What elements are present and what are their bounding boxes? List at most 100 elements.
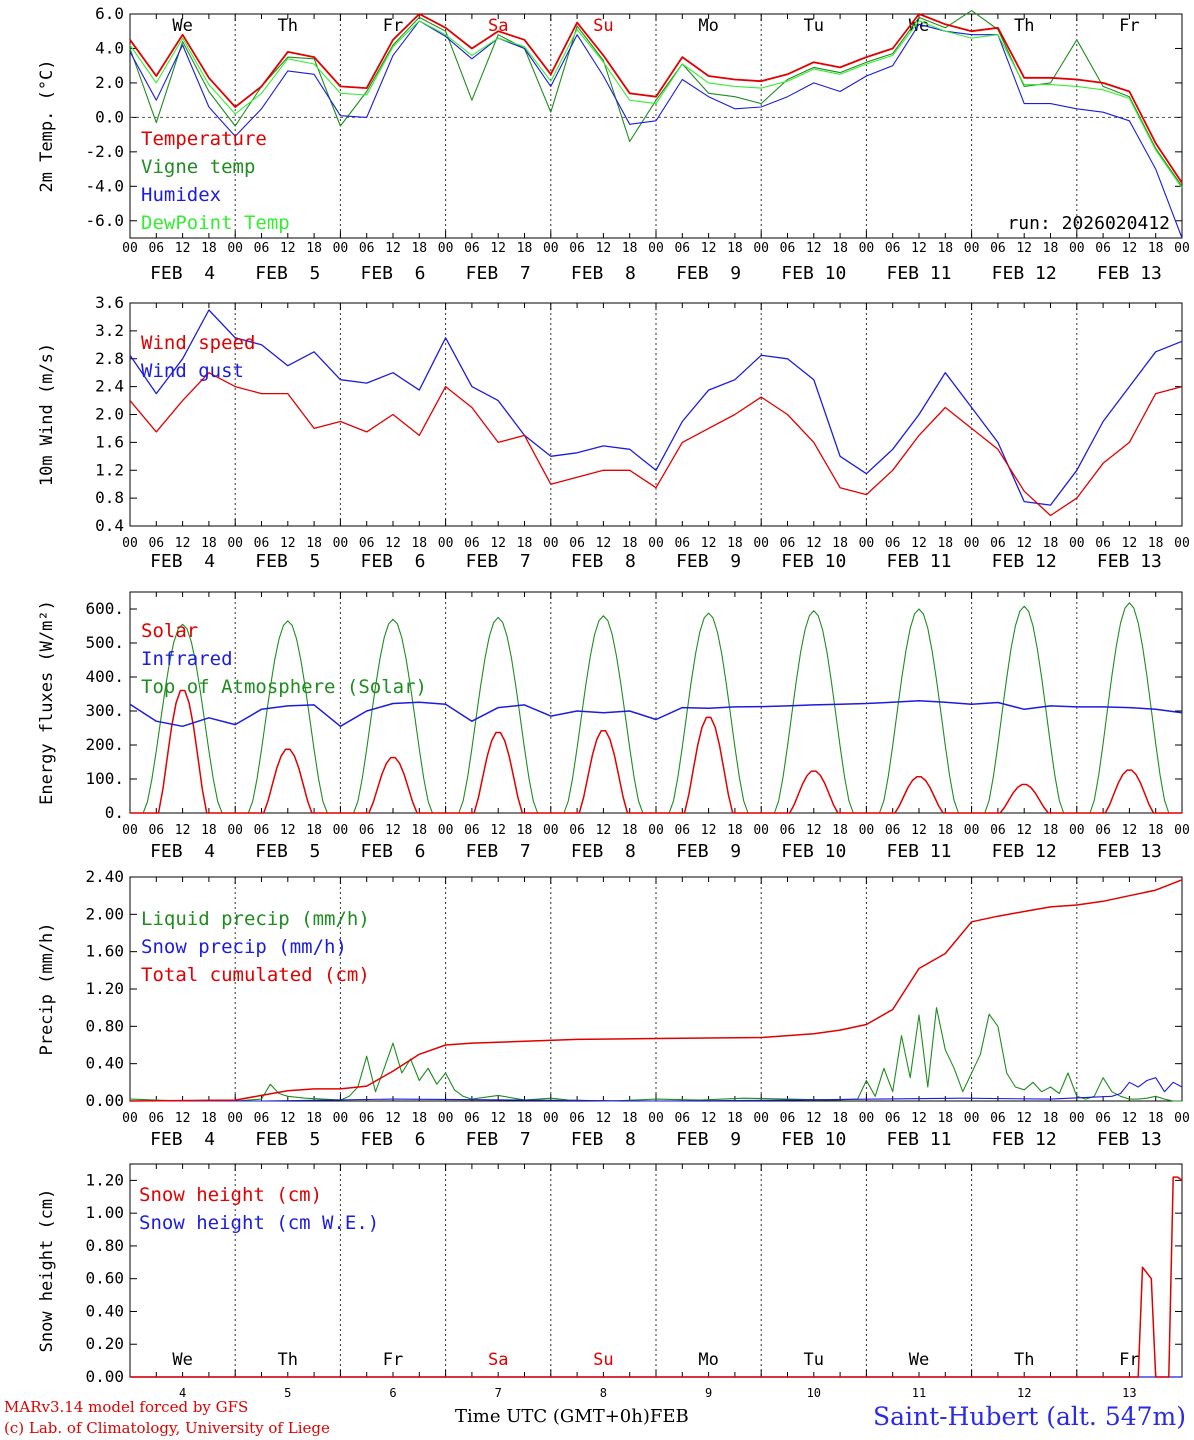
hour-tick-label: 06 (674, 1111, 690, 1126)
hour-tick-label: 00 (543, 1111, 559, 1126)
hour-tick-label: 06 (674, 241, 690, 256)
y-tick-label: 2.4 (95, 377, 124, 396)
date-label: FEB 7 (466, 551, 531, 572)
hour-tick-label: 06 (780, 823, 796, 838)
hour-tick-label: 00 (438, 536, 454, 551)
hour-tick-label: 00 (1174, 1111, 1190, 1126)
y-tick-label: 0.20 (85, 1334, 124, 1353)
date-label: FEB 13 (1097, 841, 1162, 862)
y-tick-label: 0.8 (95, 488, 124, 507)
legend-temperature: Temperature (141, 128, 267, 150)
hour-tick-label: 12 (490, 536, 506, 551)
y-tick-label: 1.6 (95, 432, 124, 451)
y-axis-label: 10m Wind (m/s) (37, 343, 57, 486)
hour-tick-label: 12 (911, 241, 927, 256)
hour-tick-label: 12 (280, 823, 296, 838)
hour-tick-label: 06 (569, 1111, 585, 1126)
y-tick-label: 3.2 (95, 321, 124, 340)
hour-tick-label: 12 (385, 536, 401, 551)
hour-tick-label: 12 (806, 823, 822, 838)
hour-tick-label: 06 (885, 823, 901, 838)
hour-tick-label: 00 (333, 1111, 349, 1126)
y-tick-label: 0.40 (85, 1301, 124, 1320)
y-tick-label: 1.60 (85, 942, 124, 961)
y-tick-label: 1.20 (85, 1170, 124, 1189)
date-label: FEB 10 (781, 263, 846, 284)
legend-wind-speed: Wind speed (141, 332, 255, 354)
day-number-label: 9 (705, 1386, 712, 1400)
hour-tick-label: 00 (122, 241, 138, 256)
hour-tick-label: 06 (148, 536, 164, 551)
hour-tick-label: 00 (964, 536, 980, 551)
date-label: FEB 11 (886, 1129, 951, 1150)
date-label: FEB 8 (571, 551, 636, 572)
y-tick-label: 100. (85, 769, 124, 788)
day-number-label: 6 (389, 1386, 396, 1400)
hour-tick-label: 12 (596, 823, 612, 838)
legend-humidex: Humidex (141, 184, 221, 206)
day-name-bottom: Fr (383, 1350, 403, 1370)
hour-tick-label: 06 (148, 1111, 164, 1126)
hour-tick-label: 12 (701, 823, 717, 838)
date-label: FEB 6 (360, 263, 425, 284)
y-tick-label: 1.20 (85, 979, 124, 998)
hour-tick-label: 12 (701, 1111, 717, 1126)
date-label: FEB 12 (992, 841, 1057, 862)
snow-height-series (130, 1176, 1183, 1378)
date-label: FEB 5 (255, 841, 320, 862)
y-tick-label: 300. (85, 701, 124, 720)
day-number-label: 7 (495, 1386, 502, 1400)
y-axis-label: Snow height (cm) (37, 1189, 57, 1353)
date-label: FEB 5 (255, 1129, 320, 1150)
hour-tick-label: 18 (201, 241, 217, 256)
date-label: FEB 9 (676, 841, 741, 862)
legend-dewpoint-temp: DewPoint Temp (141, 212, 290, 234)
legend-precip-0: Liquid precip (mm/h) (141, 908, 370, 930)
hour-tick-label: 12 (385, 241, 401, 256)
legend-top-of-atmosphere-solar: Top of Atmosphere (Solar) (141, 676, 427, 698)
date-label: FEB 9 (676, 263, 741, 284)
y-tick-label: 0.40 (85, 1054, 124, 1073)
hour-tick-label: 06 (464, 1111, 480, 1126)
day-name-bottom: Tu (804, 1350, 824, 1370)
date-label: FEB 13 (1097, 263, 1162, 284)
y-tick-label: 0. (105, 803, 124, 822)
day-name-top: Fr (383, 16, 403, 36)
hour-tick-label: 00 (227, 1111, 243, 1126)
temp-series-dewpoint-temp (129, 20, 1183, 189)
solar-series (130, 689, 1182, 814)
infrared-series (129, 700, 1183, 728)
hour-tick-label: 00 (753, 823, 769, 838)
y-tick-label: 0.60 (85, 1269, 124, 1288)
day-name-bottom: Th (1014, 1350, 1034, 1370)
hour-tick-label: 12 (1122, 823, 1138, 838)
day-name-top: Mo (698, 16, 718, 36)
day-name-bottom: Su (593, 1350, 613, 1370)
hour-tick-label: 06 (464, 536, 480, 551)
y-tick-label: 2.00 (85, 904, 124, 923)
hour-tick-label: 00 (648, 241, 664, 256)
hour-tick-label: 12 (806, 536, 822, 551)
date-label: FEB 11 (886, 551, 951, 572)
day-name-bottom: We (172, 1350, 192, 1370)
station-title: Saint-Hubert (alt. 547m) (872, 1402, 1186, 1431)
time-axis-text: Time UTC (GMT+0h) (455, 1406, 650, 1427)
day-name-bottom: Fr (1119, 1350, 1139, 1370)
hour-tick-label: 18 (306, 1111, 322, 1126)
date-label: FEB 4 (150, 1129, 215, 1150)
legend-wind-gust: Wind gust (141, 360, 244, 382)
hour-tick-label: 00 (543, 241, 559, 256)
hour-tick-label: 12 (175, 823, 191, 838)
day-name-bottom: Mo (698, 1350, 718, 1370)
day-number-label: 4 (179, 1386, 186, 1400)
hour-tick-label: 00 (333, 536, 349, 551)
hour-tick-label: 12 (175, 1111, 191, 1126)
hour-tick-label: 06 (359, 1111, 375, 1126)
hour-tick-label: 18 (1043, 241, 1059, 256)
date-label: FEB 8 (571, 841, 636, 862)
day-name-top: Th (278, 16, 298, 36)
y-tick-label: -6.0 (85, 211, 124, 230)
hour-tick-label: 18 (201, 1111, 217, 1126)
hour-tick-label: 18 (411, 536, 427, 551)
hour-tick-label: 12 (1016, 1111, 1032, 1126)
